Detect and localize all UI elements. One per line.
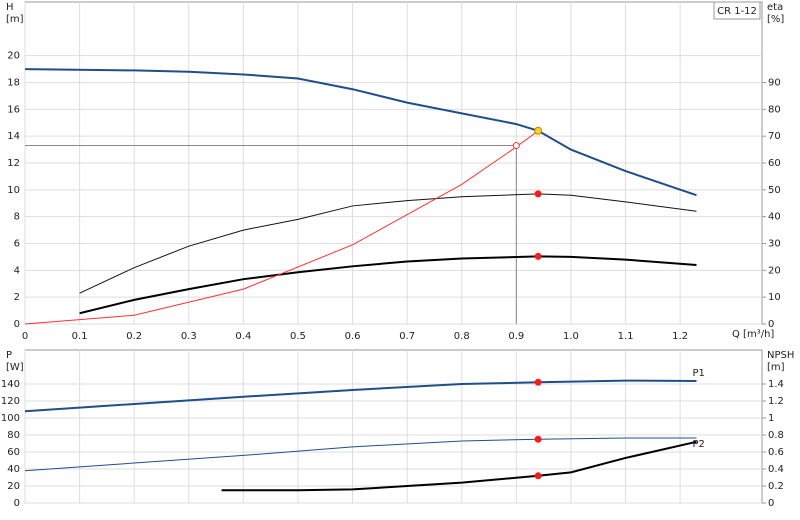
curve bbox=[79, 193, 697, 294]
y-tick-label: 8 bbox=[14, 212, 20, 223]
y-tick-label: 20 bbox=[7, 481, 20, 492]
operating-point bbox=[534, 126, 543, 135]
operating-point bbox=[534, 252, 542, 260]
x-tick-label: 1.2 bbox=[672, 331, 688, 342]
y2-tick-label: 20 bbox=[768, 265, 781, 276]
y2-tick-label: 0.6 bbox=[768, 447, 784, 458]
x-tick-label: 0.9 bbox=[508, 331, 524, 342]
y2-tick-label: 0.4 bbox=[768, 464, 784, 475]
y2-tick-label: 60 bbox=[768, 158, 781, 169]
y-tick-label: 100 bbox=[1, 413, 20, 424]
x-tick-label: 0.7 bbox=[399, 331, 415, 342]
plot-frame bbox=[24, 349, 763, 504]
y-tick-label: 20 bbox=[7, 51, 20, 62]
y-tick-label: 14 bbox=[7, 131, 20, 142]
curve bbox=[79, 255, 697, 315]
y-tick-label: 2 bbox=[14, 292, 20, 303]
y-tick-label: 40 bbox=[7, 464, 20, 475]
y-tick-label: 16 bbox=[7, 104, 20, 115]
y-tick-label: 80 bbox=[7, 430, 20, 441]
y2-tick-label: 0.8 bbox=[768, 430, 784, 441]
y-tick-label: 0 bbox=[14, 498, 20, 509]
x-tick-label: 0 bbox=[22, 331, 28, 342]
y-axis-label: [m] bbox=[6, 14, 24, 25]
y-tick-label: 60 bbox=[7, 447, 20, 458]
x-tick-label: 0.4 bbox=[235, 331, 251, 342]
y2-tick-label: 1 bbox=[768, 413, 774, 424]
y2-tick-label: 1.2 bbox=[768, 396, 784, 407]
operating-point bbox=[534, 472, 542, 480]
y2-tick-label: 90 bbox=[768, 78, 781, 89]
chart-title: CR 1-12 bbox=[717, 6, 757, 17]
curve bbox=[24, 68, 697, 197]
y-axis-label: P bbox=[6, 350, 12, 361]
x-axis-label: Q [m³/h] bbox=[732, 329, 774, 340]
x-tick-label: 0.2 bbox=[126, 331, 142, 342]
y-tick-label: 120 bbox=[1, 396, 20, 407]
x-tick-label: 0.8 bbox=[454, 331, 470, 342]
x-tick-label: 0.1 bbox=[72, 331, 88, 342]
x-tick-label: 0.5 bbox=[290, 331, 306, 342]
y2-tick-label: 0 bbox=[768, 319, 774, 330]
x-tick-label: 1.1 bbox=[618, 331, 634, 342]
x-tick-label: 0.3 bbox=[181, 331, 197, 342]
y2-tick-label: 1.4 bbox=[768, 379, 784, 390]
operating-point bbox=[534, 378, 542, 386]
curve bbox=[24, 379, 697, 413]
x-tick-label: 0.6 bbox=[345, 331, 361, 342]
title-box bbox=[713, 1, 761, 20]
y-tick-label: 12 bbox=[7, 158, 20, 169]
y-tick-label: 6 bbox=[14, 239, 20, 250]
y2-axis-label: [%] bbox=[767, 14, 784, 25]
y-axis-label: [W] bbox=[6, 362, 24, 373]
curve-label: P1 bbox=[692, 368, 704, 379]
y2-axis-label: NPSH bbox=[767, 350, 794, 361]
y-tick-label: 140 bbox=[1, 379, 20, 390]
curve-label: P2 bbox=[692, 439, 704, 450]
operating-point bbox=[534, 435, 542, 443]
operating-point bbox=[534, 190, 542, 198]
curve bbox=[24, 437, 697, 472]
curve bbox=[24, 130, 539, 325]
y2-tick-label: 50 bbox=[768, 185, 781, 196]
y-tick-label: 10 bbox=[7, 185, 20, 196]
y2-tick-label: 10 bbox=[768, 292, 781, 303]
operating-point bbox=[512, 142, 520, 150]
x-tick-label: 1.0 bbox=[563, 331, 579, 342]
y-tick-label: 0 bbox=[14, 319, 20, 330]
curve bbox=[221, 440, 697, 492]
y2-tick-label: 40 bbox=[768, 212, 781, 223]
y2-tick-label: 0 bbox=[768, 498, 774, 509]
y-tick-label: 4 bbox=[14, 265, 20, 276]
y2-axis-label: eta bbox=[767, 2, 783, 13]
y2-tick-label: 0.2 bbox=[768, 481, 784, 492]
y-axis-label: H bbox=[6, 2, 14, 13]
y2-tick-label: 70 bbox=[768, 131, 781, 142]
y2-tick-label: 30 bbox=[768, 239, 781, 250]
y2-tick-label: 80 bbox=[768, 104, 781, 115]
y2-axis-label: [m] bbox=[767, 362, 785, 373]
y-tick-label: 18 bbox=[7, 78, 20, 89]
